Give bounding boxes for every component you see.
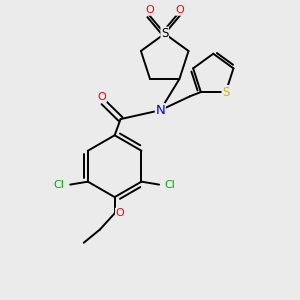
Text: Cl: Cl — [165, 180, 176, 190]
Text: O: O — [145, 5, 154, 15]
Text: N: N — [155, 104, 165, 117]
Text: S: S — [161, 27, 168, 40]
Text: O: O — [98, 92, 106, 102]
Text: S: S — [222, 85, 230, 99]
Text: O: O — [116, 208, 124, 218]
Text: O: O — [176, 5, 184, 15]
Text: Cl: Cl — [54, 180, 64, 190]
